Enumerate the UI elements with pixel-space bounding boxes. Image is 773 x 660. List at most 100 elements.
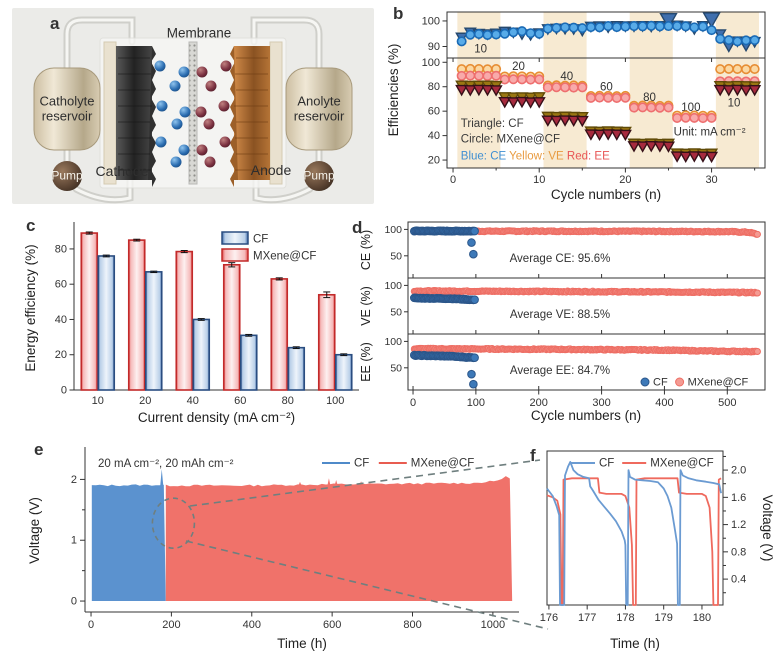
bar	[192, 318, 211, 391]
data-marker	[697, 21, 708, 32]
data-marker	[491, 29, 502, 40]
data-marker	[508, 74, 519, 85]
tick-label: 80	[55, 243, 67, 255]
panel-letter-a: a	[50, 14, 60, 33]
data-marker	[722, 85, 736, 97]
tick-label: 100	[384, 224, 402, 236]
bar	[97, 255, 116, 391]
data-marker	[568, 82, 579, 93]
data-marker	[753, 289, 761, 297]
pump-left-label: Pump	[51, 168, 83, 183]
data-marker	[499, 74, 510, 85]
data-marker	[644, 141, 658, 153]
data-marker	[469, 249, 478, 259]
data-marker	[467, 238, 476, 247]
legend-swatch	[221, 248, 249, 262]
panel-c-chart: 0 20 40 60 80 10 20 40 60 80 100 Current density (m…	[23, 222, 359, 425]
legend-text: MXene@CF	[688, 377, 749, 389]
anode-electrode	[230, 46, 270, 187]
data-marker	[542, 23, 553, 34]
catholyte-reservoir	[33, 67, 101, 151]
anode-label: Anode	[250, 162, 292, 179]
y-axis-label: Energy efficiency (%)	[23, 244, 38, 371]
stage-label: 20	[512, 61, 525, 73]
tick-label: 60	[55, 279, 67, 291]
tick-label: 80	[282, 395, 294, 407]
data-marker	[706, 25, 717, 36]
legend-swatch	[221, 231, 249, 245]
legend-text: Blue: CE Yellow: VE Red: EE	[461, 150, 610, 162]
voltage-band-MXene@CF	[165, 476, 513, 602]
y-axis-label: Voltage (V)	[760, 495, 773, 562]
tick-label: 0.4	[731, 574, 746, 586]
data-marker	[663, 102, 674, 113]
data-marker	[672, 21, 683, 32]
tick-label: 100	[467, 397, 485, 409]
stage-label: 80	[643, 92, 656, 104]
data-marker	[541, 115, 555, 127]
tick-label: 2.0	[731, 465, 746, 477]
voltage-spike	[298, 481, 302, 486]
voltage-curve-CF	[546, 461, 722, 606]
annotation: Average CE: 95.6%	[510, 253, 611, 265]
data-marker	[551, 22, 562, 33]
legend-text: CF	[354, 458, 369, 470]
tick-label: 80	[428, 81, 440, 93]
data-marker	[705, 151, 719, 164]
tick-label: 40	[55, 314, 67, 326]
data-marker	[549, 115, 563, 128]
data-marker	[585, 22, 596, 33]
data-marker	[653, 141, 667, 153]
data-marker	[646, 20, 657, 31]
tick-label: 1	[71, 535, 77, 547]
data-marker	[620, 21, 631, 32]
data-marker	[584, 129, 598, 141]
data-marker	[568, 22, 579, 33]
tick-label: 100	[384, 280, 402, 292]
data-marker	[558, 115, 572, 127]
data-marker	[534, 74, 545, 85]
data-marker	[467, 369, 476, 379]
data-marker	[741, 64, 752, 75]
data-marker	[715, 33, 726, 44]
data-marker	[456, 70, 467, 81]
legend-text: CF	[653, 377, 668, 389]
tick-label: 0.8	[731, 546, 746, 558]
data-marker	[482, 70, 493, 81]
stage-label: 60	[600, 81, 613, 93]
tick-label: 178	[616, 612, 634, 624]
tick-label: 20	[55, 349, 67, 361]
panel-b-chart: 90 100 20 40 60 80 100 0 10 20 30 Cycle numbers (n)…	[386, 11, 766, 202]
panel-a-illustration	[12, 8, 374, 204]
data-marker	[515, 96, 529, 109]
data-marker	[610, 129, 624, 141]
data-marker	[670, 151, 684, 163]
tick-label: 0	[88, 619, 94, 631]
pump-right	[304, 161, 334, 191]
membrane-label: Membrane	[166, 25, 232, 41]
data-marker	[506, 97, 520, 109]
data-marker	[627, 141, 641, 153]
data-marker	[498, 97, 512, 109]
data-marker	[463, 85, 477, 97]
data-marker	[525, 28, 536, 39]
x-axis-label: Time (h)	[277, 636, 327, 651]
data-marker	[654, 102, 665, 113]
data-marker	[473, 70, 484, 81]
data-marker	[661, 141, 675, 153]
tick-label: 200	[162, 619, 180, 631]
data-marker	[723, 63, 734, 74]
y-axis-label: EE (%)	[359, 342, 373, 382]
data-marker	[470, 226, 479, 236]
data-marker	[469, 379, 478, 389]
data-marker	[516, 26, 527, 37]
y-axis-label: VE (%)	[359, 286, 373, 326]
data-marker	[567, 115, 581, 127]
data-marker	[601, 129, 615, 141]
y-axis-label: Voltage (V)	[27, 497, 42, 564]
data-marker	[672, 113, 683, 124]
data-marker	[516, 74, 527, 85]
tick-label: 2	[71, 474, 77, 486]
tick-label: 10	[533, 174, 545, 186]
tick-label: 1.6	[731, 492, 746, 504]
